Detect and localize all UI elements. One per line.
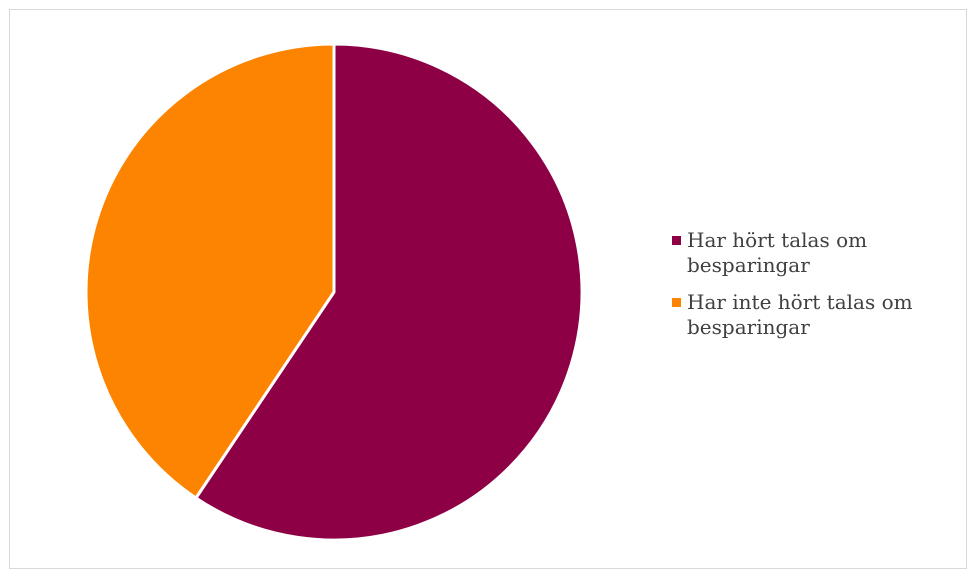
legend-label-heard: Har hört talas om besparingar xyxy=(687,228,868,277)
legend-item-heard: Har hört talas om besparingar xyxy=(672,228,962,278)
legend-swatch-heard xyxy=(672,236,681,245)
legend-item-not-heard: Har inte hört talas om besparingar xyxy=(672,290,962,340)
pie-slices xyxy=(84,42,584,542)
legend-label-not-heard: Har inte hört talas om besparingar xyxy=(687,290,913,339)
pie-slice-not-heard xyxy=(84,42,336,500)
legend-swatch-not-heard xyxy=(672,298,681,307)
legend: Har hört talas om besparingar Har inte h… xyxy=(672,228,962,352)
pie-slice-heard xyxy=(194,42,584,542)
